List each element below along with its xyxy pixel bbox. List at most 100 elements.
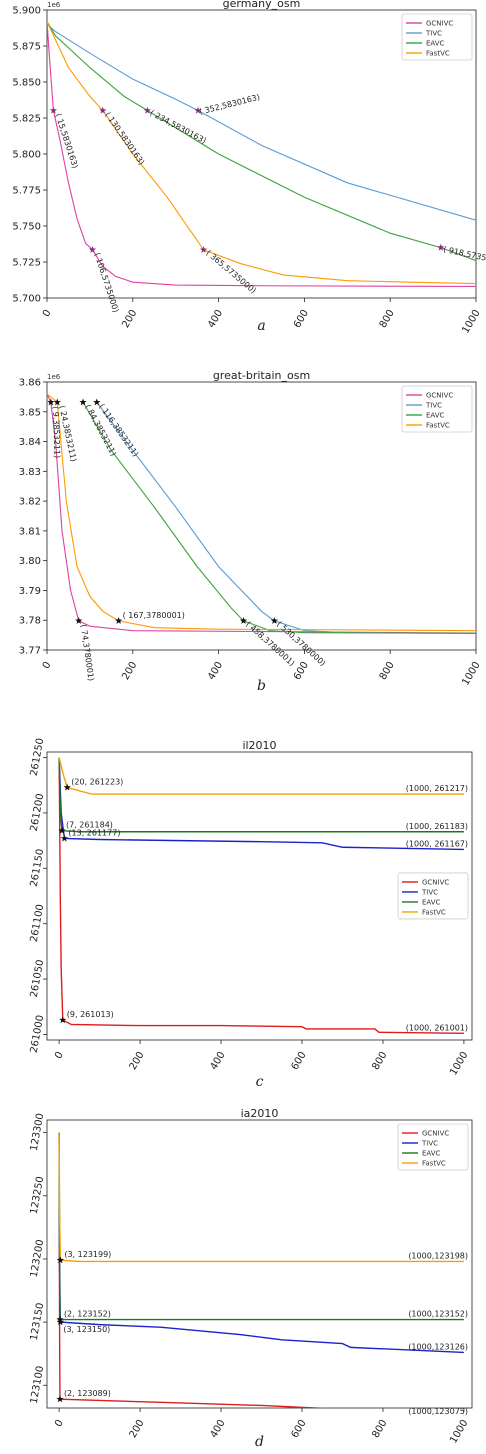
series-line-gcnivc (58, 1132, 331, 1408)
y-tick-label: 123300 (29, 1112, 46, 1152)
chart-panel-d: ia2010 0 200 400 600 800 1000 123100 123150 12320… (29, 1107, 473, 1450)
series-line-tivc (58, 757, 464, 851)
series-group (58, 757, 464, 1035)
y-tick-label: 5.875 (12, 42, 41, 53)
y-tick-label: 5.800 (12, 150, 41, 161)
y-axis-exponent: 1e6 (47, 373, 61, 381)
point-annotation: ( 130,5830163) (103, 110, 146, 166)
star-marker (53, 398, 61, 406)
y-tick-label: 3.86 (19, 378, 41, 389)
x-tick-label: 600 (290, 1050, 309, 1072)
point-annotation: (1000, 261183) (406, 822, 468, 831)
star-marker (239, 617, 248, 624)
series-line-gcnivc (58, 757, 464, 1035)
y-tick-label: 3.79 (19, 586, 41, 597)
x-tick-label: 800 (378, 308, 397, 330)
x-tick-label: 200 (120, 308, 139, 330)
x-tick-label: 0 (53, 1418, 66, 1429)
legend: GCNIVC TIVC EAVC FastVC (397, 1123, 469, 1171)
legend-entry: EAVC (422, 1150, 441, 1158)
star-marker (93, 398, 101, 406)
x-tick-label: 400 (206, 660, 225, 682)
legend-entry: EAVC (422, 898, 441, 906)
y-tick-label: 5.725 (12, 258, 41, 269)
y-tick-label: 3.84 (19, 437, 41, 448)
series-line-fastvc (58, 757, 464, 795)
x-tick-label: 800 (378, 660, 397, 682)
legend-entry: EAVC (426, 40, 445, 48)
plot-frame (46, 751, 473, 1041)
point-annotation: (2, 123089) (64, 1389, 111, 1398)
panel-caption: a (257, 318, 265, 334)
star-marker (63, 783, 71, 791)
point-annotation: (1000, 261167) (406, 839, 468, 848)
star-marker (143, 106, 151, 114)
series-line-tivc (47, 23, 476, 221)
x-tick-label: 600 (290, 1418, 309, 1440)
y-tick-label: 3.83 (19, 467, 41, 478)
star-marker (115, 617, 123, 624)
y-tick-label: 261100 (29, 903, 46, 943)
plot-frame (46, 381, 477, 651)
x-tick-label: 1000 (460, 660, 482, 688)
star-marker (59, 1016, 67, 1024)
x-tick-label: 400 (206, 308, 225, 330)
chart-title: ia2010 (241, 1107, 279, 1120)
star-marker (270, 617, 278, 624)
point-annotation: (1000,123198) (408, 1251, 468, 1260)
point-annotation: (7, 261184) (66, 821, 113, 830)
series-line-eavc (82, 401, 476, 634)
y-axis-exponent: 1e6 (47, 1, 61, 9)
y-tick-label: 123250 (29, 1176, 46, 1216)
point-annotation: ( 918,5735001) (442, 245, 486, 267)
star-marker (56, 1318, 64, 1326)
point-annotation: (1000,123126) (408, 1342, 468, 1351)
point-annotation: (1000,123075) (408, 1407, 468, 1416)
x-tick-label: 1000 (448, 1050, 470, 1078)
series-line-tivc (96, 401, 476, 634)
series-line-fastvc (47, 21, 476, 285)
legend-entry: FastVC (422, 1160, 446, 1168)
star-marker (58, 826, 66, 834)
legend-entry: EAVC (426, 412, 445, 420)
y-tick-label: 5.775 (12, 186, 41, 197)
chart-title: germany_osm (223, 0, 301, 10)
x-tick-label: 0 (53, 1050, 66, 1061)
point-annotation: ( 15,5830163) (54, 112, 80, 169)
star-marker (437, 243, 445, 251)
x-tick-label: 400 (209, 1050, 228, 1072)
legend: GCNIVC TIVC EAVC FastVC (397, 872, 469, 920)
star-marker (194, 106, 202, 114)
y-tick-label: 261200 (29, 793, 46, 833)
x-tick-label: 0 (41, 660, 54, 671)
series-group (58, 1132, 464, 1408)
y-tick-label: 261150 (29, 848, 46, 888)
series-group (47, 393, 476, 634)
point-annotation: ( 365,5735000) (204, 248, 257, 295)
star-marker (75, 617, 83, 624)
point-annotation: (13, 261177) (68, 828, 120, 837)
y-tick-label: 261050 (29, 959, 46, 999)
chart-panel-c: il2010 0 200 400 600 800 1000 261000 261050 26110… (29, 737, 473, 1090)
y-tick-label: 3.82 (19, 497, 41, 508)
star-marker (99, 106, 107, 114)
point-annotation: ( 74,3780001) (79, 624, 96, 682)
x-tick-label: 200 (120, 660, 139, 682)
y-tick-label: 5.850 (12, 78, 41, 89)
legend-entry: GCNIVC (422, 878, 449, 886)
legend-entry: FastVC (426, 422, 450, 430)
legend-entry: GCNIVC (426, 20, 453, 28)
panel-caption: b (257, 678, 266, 694)
y-tick-label: 3.77 (19, 646, 41, 657)
y-tick-label: 3.81 (19, 526, 41, 537)
point-annotation: (1000, 261217) (406, 784, 468, 793)
series-line-fastvc (47, 393, 476, 632)
series-line-eavc (47, 21, 476, 262)
chart-panel-b: great-britain_osm 1e6 0 200 400 600 800 1000 3.7… (19, 369, 483, 694)
legend-entry: TIVC (421, 888, 438, 896)
chart-title: il2010 (242, 739, 276, 752)
series-group (47, 21, 476, 288)
panel-caption: d (255, 1434, 264, 1450)
x-tick-label: 200 (128, 1050, 147, 1072)
